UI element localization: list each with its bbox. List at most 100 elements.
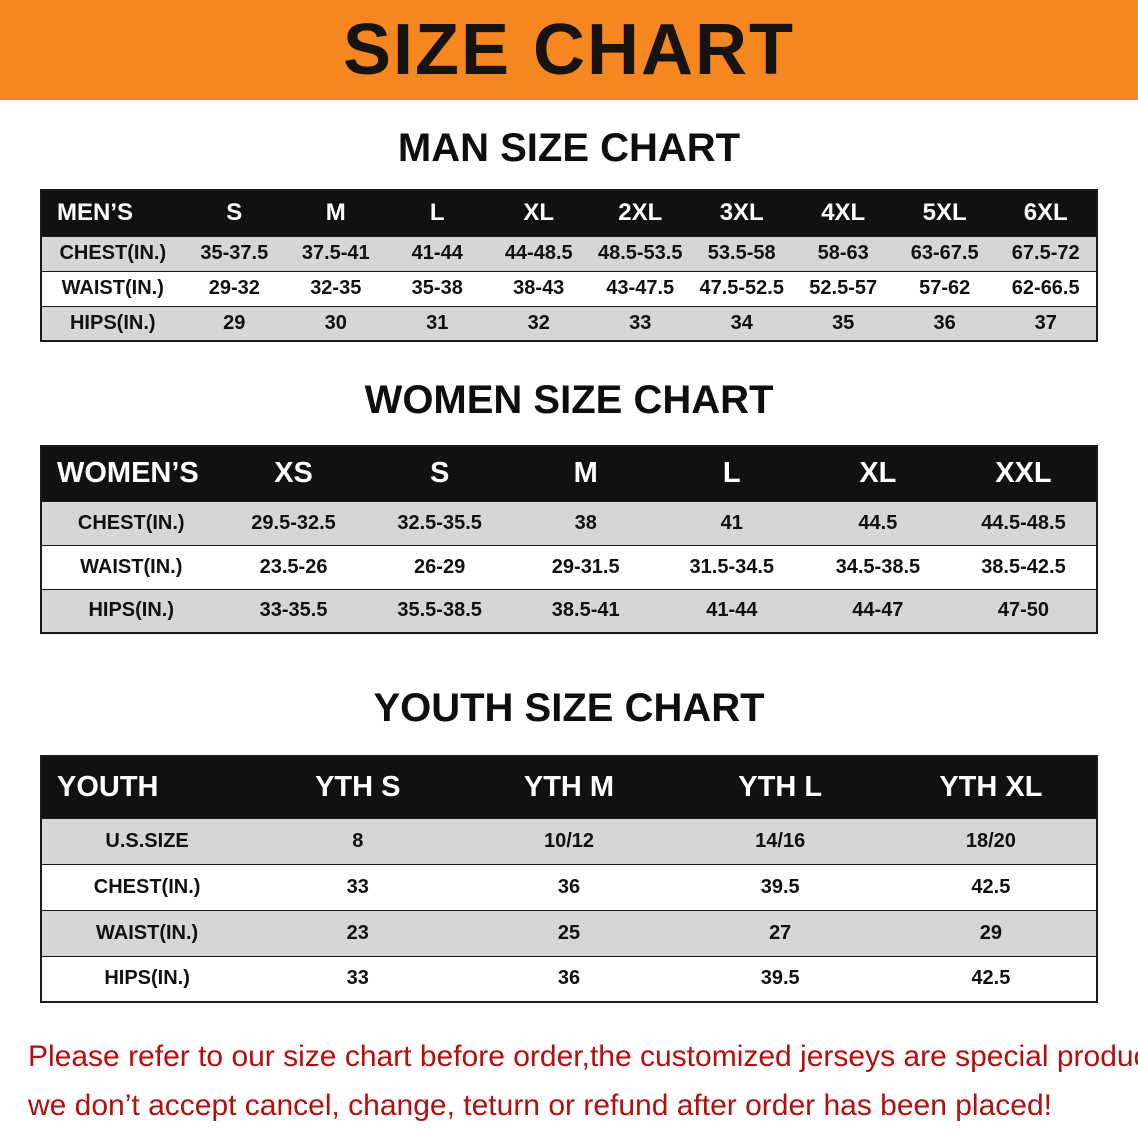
value-cell: 29-32 <box>183 270 286 307</box>
value-cell: 47-50 <box>950 588 1097 634</box>
value-cell: 18/20 <box>885 817 1097 865</box>
disclaimer-line-2: we don’t accept cancel, change, teturn o… <box>28 1088 1052 1122</box>
value-cell: 25 <box>463 909 675 957</box>
column-header: S <box>183 189 286 237</box>
value-cell: 36 <box>463 955 675 1003</box>
column-header: YTH XL <box>885 755 1097 819</box>
value-cell: 35.5-38.5 <box>366 588 513 634</box>
table-row: WAIST(IN.) 29-32 32-35 35-38 38-43 43-47.5 47.… <box>41 270 1097 307</box>
row-label: HIPS(IN.) <box>41 955 253 1003</box>
value-cell: 35 <box>792 305 894 342</box>
value-cell: 43-47.5 <box>589 270 691 307</box>
value-cell: 34.5-38.5 <box>804 544 951 590</box>
womens-table-wrap: WOMEN’S XS S M L XL XXL CHEST(IN.) 29.5-32.5 32.5… <box>40 445 1098 634</box>
row-label: CHEST(IN.) <box>41 235 184 272</box>
value-cell: 44-48.5 <box>488 235 590 272</box>
size-chart-banner: SIZE CHART <box>0 0 1138 100</box>
youth-chart-title: YOUTH SIZE CHART <box>373 686 765 730</box>
row-label: U.S.SIZE <box>41 817 253 865</box>
value-cell: 58-63 <box>792 235 894 272</box>
value-cell: 29 <box>183 305 286 342</box>
value-cell: 33 <box>589 305 691 342</box>
row-label: WAIST(IN.) <box>41 270 184 307</box>
column-header: XL <box>488 189 590 237</box>
column-header: YTH M <box>463 755 675 819</box>
value-cell: 52.5-57 <box>792 270 894 307</box>
value-cell: 14/16 <box>674 817 886 865</box>
column-header: XS <box>220 445 367 502</box>
value-cell: 33-35.5 <box>220 588 367 634</box>
value-cell: 27 <box>674 909 886 957</box>
table-title-cell: MEN’S <box>41 189 184 237</box>
size-table-womens: WOMEN’S XS S M L XL XXL CHEST(IN.) 29.5-32.5 32.5… <box>40 445 1098 634</box>
column-header: S <box>366 445 513 502</box>
column-header: XXL <box>950 445 1097 502</box>
value-cell: 33 <box>252 863 464 911</box>
table-title-cell: YOUTH <box>41 755 253 819</box>
value-cell: 41-44 <box>658 588 805 634</box>
value-cell: 41-44 <box>386 235 488 272</box>
table-row: CHEST(IN.) 29.5-32.5 32.5-35.5 38 41 44.5 44.5… <box>41 500 1097 546</box>
value-cell: 29.5-32.5 <box>220 500 367 546</box>
value-cell: 36 <box>893 305 996 342</box>
mens-chart-title: MAN SIZE CHART <box>397 126 741 170</box>
column-header: 3XL <box>690 189 793 237</box>
table-row: HIPS(IN.) 29 30 31 32 33 34 35 36 37 <box>41 305 1097 342</box>
value-cell: 37.5-41 <box>285 235 387 272</box>
value-cell: 48.5-53.5 <box>589 235 691 272</box>
value-cell: 38.5-42.5 <box>950 544 1097 590</box>
womens-chart-title: WOMEN SIZE CHART <box>364 378 774 422</box>
value-cell: 8 <box>252 817 464 865</box>
column-header: 5XL <box>893 189 996 237</box>
row-label: HIPS(IN.) <box>41 305 184 342</box>
value-cell: 63-67.5 <box>893 235 996 272</box>
column-header: 4XL <box>792 189 894 237</box>
value-cell: 30 <box>285 305 387 342</box>
value-cell: 39.5 <box>674 955 886 1003</box>
disclaimer: Please refer to our size chart before or… <box>0 1033 1138 1130</box>
value-cell: 35-38 <box>386 270 488 307</box>
column-header: 6XL <box>995 189 1097 237</box>
value-cell: 38 <box>512 500 659 546</box>
table-row: CHEST(IN.) 33 36 39.5 42.5 <box>41 863 1097 911</box>
size-table-youth: YOUTH YTH S YTH M YTH L YTH XL U.S.SIZE 8 10/12… <box>40 755 1098 1003</box>
value-cell: 42.5 <box>885 863 1097 911</box>
value-cell: 34 <box>690 305 793 342</box>
value-cell: 38-43 <box>488 270 590 307</box>
value-cell: 33 <box>252 955 464 1003</box>
table-row: WAIST(IN.) 23.5-26 26-29 29-31.5 31.5-34.5 34… <box>41 544 1097 590</box>
column-header: YTH S <box>252 755 464 819</box>
column-header: L <box>386 189 488 237</box>
column-header: 2XL <box>589 189 691 237</box>
value-cell: 57-62 <box>893 270 996 307</box>
value-cell: 44.5-48.5 <box>950 500 1097 546</box>
value-cell: 10/12 <box>463 817 675 865</box>
size-table-mens: MEN’S S M L XL 2XL 3XL 4XL 5XL 6XL CHEST(IN.) 35-37… <box>40 189 1098 342</box>
column-header: XL <box>804 445 951 502</box>
youth-table-wrap: YOUTH YTH S YTH M YTH L YTH XL U.S.SIZE 8 10/12… <box>40 755 1098 1003</box>
value-cell: 23.5-26 <box>220 544 367 590</box>
table-row: HIPS(IN.) 33-35.5 35.5-38.5 38.5-41 41-44 44-… <box>41 588 1097 634</box>
table-row: WAIST(IN.) 23 25 27 29 <box>41 909 1097 957</box>
value-cell: 38.5-41 <box>512 588 659 634</box>
value-cell: 37 <box>995 305 1097 342</box>
row-label: CHEST(IN.) <box>41 863 253 911</box>
row-label: CHEST(IN.) <box>41 500 221 546</box>
value-cell: 29-31.5 <box>512 544 659 590</box>
value-cell: 67.5-72 <box>995 235 1097 272</box>
column-header: L <box>658 445 805 502</box>
header-row: YOUTH YTH S YTH M YTH L YTH XL <box>41 755 1097 819</box>
value-cell: 62-66.5 <box>995 270 1097 307</box>
table-row: HIPS(IN.) 33 36 39.5 42.5 <box>41 955 1097 1003</box>
size-chart-banner-title: SIZE CHART <box>343 10 795 90</box>
value-cell: 42.5 <box>885 955 1097 1003</box>
value-cell: 26-29 <box>366 544 513 590</box>
header-row: WOMEN’S XS S M L XL XXL <box>41 445 1097 502</box>
size-charts: MAN SIZE CHART MEN’S S M L XL 2XL 3XL 4XL 5XL 6XL… <box>0 126 1138 1003</box>
table-row: U.S.SIZE 8 10/12 14/16 18/20 <box>41 817 1097 865</box>
value-cell: 29 <box>885 909 1097 957</box>
value-cell: 39.5 <box>674 863 886 911</box>
value-cell: 35-37.5 <box>183 235 286 272</box>
value-cell: 53.5-58 <box>690 235 793 272</box>
value-cell: 47.5-52.5 <box>690 270 793 307</box>
